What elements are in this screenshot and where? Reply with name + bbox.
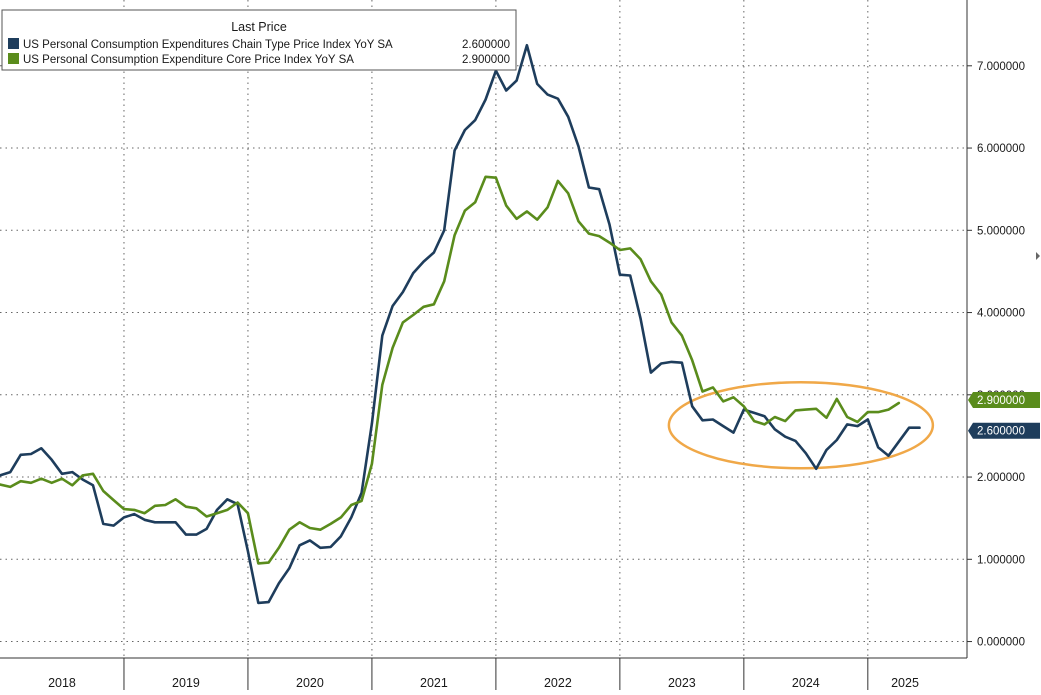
highlight-group (667, 380, 935, 470)
last-price-tag-pce-label: 2.600000 (977, 426, 1025, 438)
legend-label-core: US Personal Consumption Expenditure Core… (23, 54, 354, 66)
legend-swatch-core (8, 53, 19, 64)
last-price-tag-core-label: 2.900000 (977, 395, 1025, 407)
y-tick-label: 4.000000 (977, 308, 1025, 320)
y-tick-label: 7.000000 (977, 61, 1025, 73)
highlight-ellipse (667, 380, 935, 470)
axis-arrow-icon (1036, 252, 1040, 260)
legend: Last Price US Personal Consumption Expen… (1, 9, 517, 71)
x-tick-label: 2020 (296, 676, 324, 690)
series-line-core (0, 175, 901, 565)
y-tick-label: 1.000000 (977, 554, 1025, 566)
legend-header: Last Price (231, 20, 287, 34)
x-tick-label: 2019 (172, 676, 200, 690)
x-tick-label: 2018 (48, 676, 76, 690)
legend-swatch-pce (8, 38, 19, 49)
last-price-tag-core-box (968, 392, 1040, 409)
last-price-tag-pce-box (968, 422, 1040, 439)
y-tick-label: 2.000000 (977, 472, 1025, 484)
x-tick-label: 2025 (891, 676, 919, 690)
x-tick-label: 2024 (792, 676, 820, 690)
x-tick-label: 2022 (544, 676, 572, 690)
series-lines (0, 43, 921, 605)
y-tick-label: 5.000000 (977, 225, 1025, 237)
y-tick-label: 6.000000 (977, 143, 1025, 155)
legend-value-pce: 2.600000 (462, 39, 510, 51)
series-line-pce (0, 43, 921, 605)
legend-box (1, 9, 517, 71)
legend-value-core: 2.900000 (462, 54, 510, 66)
last-price-tags: 2.900000 2.600000 (968, 392, 1040, 439)
x-tick-label: 2021 (420, 676, 448, 690)
legend-label-pce: US Personal Consumption Expenditures Cha… (23, 39, 393, 51)
x-tick-label: 2023 (668, 676, 696, 690)
y-tick-label: 0.000000 (977, 637, 1025, 649)
